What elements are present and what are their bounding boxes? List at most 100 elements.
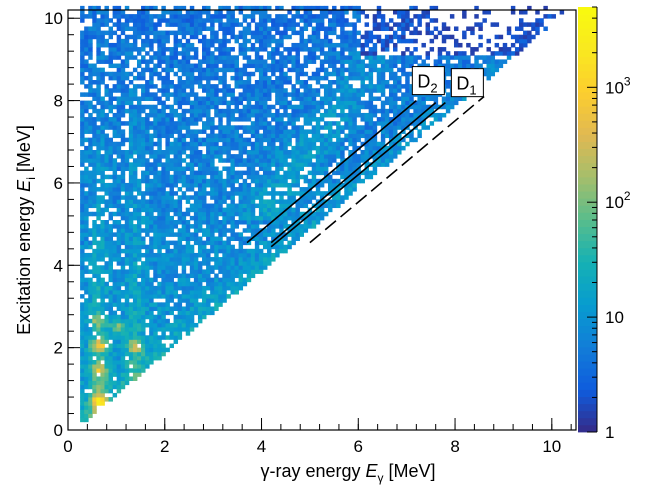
heatmap-cell xyxy=(88,47,93,52)
heatmap-cell xyxy=(136,71,142,77)
heatmap-cell xyxy=(141,158,146,163)
heatmap-cell xyxy=(328,187,333,192)
heatmap-cell xyxy=(283,141,288,147)
heatmap-cell xyxy=(267,232,272,237)
heatmap-cell xyxy=(246,158,252,163)
heatmap-cell xyxy=(80,59,85,64)
heatmap-cell xyxy=(120,71,126,77)
heatmap-cell xyxy=(202,121,207,126)
heatmap-cell xyxy=(267,92,272,97)
colorbar-segment xyxy=(578,226,597,235)
heatmap-cell xyxy=(124,100,130,106)
heatmap-cell xyxy=(332,55,337,60)
heatmap-cell xyxy=(120,257,126,262)
heatmap-cell xyxy=(323,10,329,15)
heatmap-cell xyxy=(352,141,357,147)
heatmap-cell xyxy=(328,71,333,77)
heatmap-cell xyxy=(132,252,138,258)
heatmap-cell xyxy=(275,232,280,237)
heatmap-cell xyxy=(226,18,231,23)
heatmap-cell xyxy=(271,211,276,217)
heatmap-cell xyxy=(165,327,170,332)
heatmap-cell xyxy=(425,63,430,69)
heatmap-cell xyxy=(348,121,353,126)
heatmap-cell xyxy=(161,182,166,188)
heatmap-cell xyxy=(449,14,455,19)
heatmap-cell xyxy=(100,14,105,19)
heatmap-cell xyxy=(88,170,93,176)
heatmap-cell xyxy=(100,22,105,27)
heatmap-cell xyxy=(531,26,536,31)
heatmap-cell xyxy=(149,30,154,36)
heatmap-cell xyxy=(352,178,357,184)
heatmap-cell xyxy=(340,80,345,85)
heatmap-cell xyxy=(100,306,105,311)
heatmap-cell xyxy=(128,376,134,381)
heatmap-cell xyxy=(153,112,158,118)
heatmap-cell xyxy=(311,191,317,196)
heatmap-cell xyxy=(332,88,337,93)
heatmap-cell xyxy=(340,59,345,64)
heatmap-cell xyxy=(92,236,97,241)
heatmap-cell xyxy=(474,22,479,27)
heatmap-cell xyxy=(120,351,126,357)
heatmap-cell xyxy=(181,170,187,176)
heatmap-cell xyxy=(177,322,183,328)
heatmap-cell xyxy=(108,302,113,307)
heatmap-cell xyxy=(141,75,146,81)
heatmap-cell xyxy=(145,339,150,344)
heatmap-cell xyxy=(384,67,390,73)
heatmap-cell xyxy=(279,240,284,246)
heatmap-cell xyxy=(185,133,191,139)
heatmap-cell xyxy=(323,137,329,143)
heatmap-cell xyxy=(149,261,154,266)
heatmap-cell xyxy=(523,30,528,36)
heatmap-cell xyxy=(116,285,122,291)
heatmap-cell xyxy=(206,117,211,122)
heatmap-cell xyxy=(226,30,231,36)
heatmap-cell xyxy=(462,59,467,64)
heatmap-cell xyxy=(453,51,459,56)
heatmap-cell xyxy=(145,166,150,171)
heatmap-cell xyxy=(234,269,239,274)
heatmap-cell xyxy=(250,178,256,184)
heatmap-cell xyxy=(230,22,235,27)
heatmap-cell xyxy=(242,207,248,213)
heatmap-cell xyxy=(132,310,138,316)
heatmap-cell xyxy=(506,51,512,56)
heatmap-cell xyxy=(128,137,134,143)
heatmap-cell xyxy=(108,372,113,377)
heatmap-cell xyxy=(214,273,219,279)
heatmap-cell xyxy=(181,18,187,23)
heatmap-cell xyxy=(267,166,272,171)
heatmap-cell xyxy=(299,211,305,217)
heatmap-cell xyxy=(409,59,414,64)
heatmap-cell xyxy=(364,150,370,155)
heatmap-cell xyxy=(141,18,146,23)
heatmap-cell xyxy=(242,108,248,114)
heatmap-cell xyxy=(193,26,199,31)
heatmap-cell xyxy=(258,195,264,200)
heatmap-cell xyxy=(376,84,382,89)
heatmap-cell xyxy=(153,331,158,336)
heatmap-cell xyxy=(202,34,207,40)
heatmap-cell xyxy=(177,22,183,27)
heatmap-cell xyxy=(368,108,374,114)
heatmap-cell xyxy=(315,18,321,23)
heatmap-cell xyxy=(161,240,166,246)
heatmap-cell xyxy=(149,360,154,365)
heatmap-cell xyxy=(202,100,207,106)
heatmap-cell xyxy=(136,34,142,40)
heatmap-cell xyxy=(388,154,394,159)
heatmap-cell xyxy=(136,310,142,316)
heatmap-cell xyxy=(234,257,239,262)
heatmap-cell xyxy=(177,141,183,147)
heatmap-cell xyxy=(88,191,93,196)
heatmap-cell xyxy=(161,166,166,171)
heatmap-cell xyxy=(397,26,402,31)
heatmap-cell xyxy=(116,314,122,320)
heatmap-cell xyxy=(246,199,252,204)
heatmap-cell xyxy=(336,112,341,118)
heatmap-cell xyxy=(413,38,418,44)
heatmap-cell xyxy=(100,232,105,237)
